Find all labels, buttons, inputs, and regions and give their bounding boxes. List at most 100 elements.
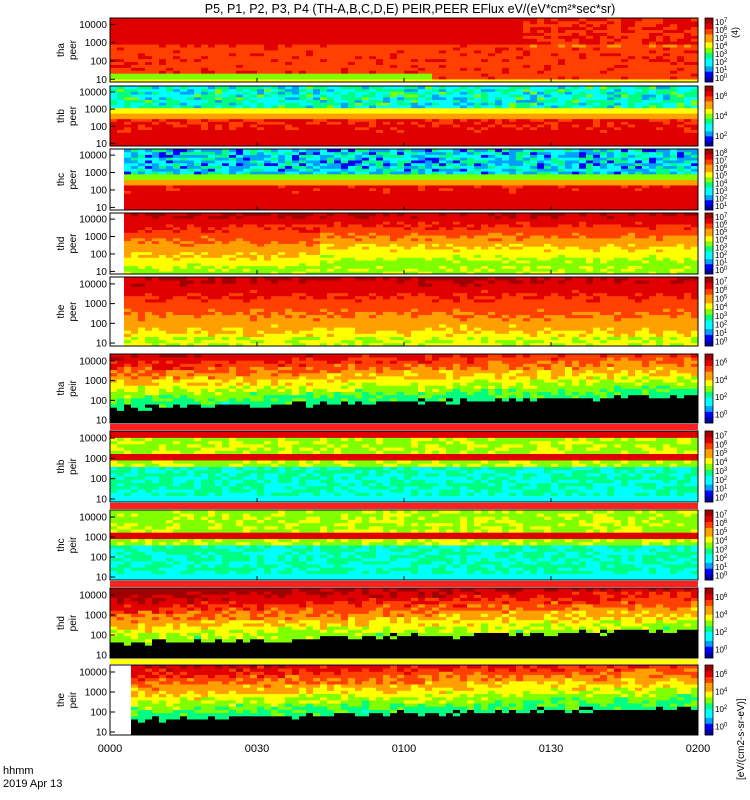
separator-strip xyxy=(110,581,698,587)
spectrogram-panel-tha-peir: 10000 1000 100 10 tha peir 100 102 104 106 xyxy=(56,353,728,427)
y-tick-label: 10 xyxy=(96,573,108,584)
y-tick-label: 100 xyxy=(90,396,107,407)
colorbar-tick-label: 102 xyxy=(715,58,728,67)
colorbar-tick-label: 101 xyxy=(715,202,728,211)
colorbar-tick-label: 106 xyxy=(715,26,728,35)
colorbar-tick-label: 104 xyxy=(715,458,728,467)
spectrogram-panel-thd-peir: 10000 1000 100 10 thd peir 100 102 104 106 xyxy=(56,587,728,662)
separator-strip xyxy=(110,503,698,509)
panel-instrument-label: peir xyxy=(68,457,79,474)
colorbar-tick-label: 105 xyxy=(715,172,728,181)
colorbar-tick-label: 106 xyxy=(715,593,728,602)
colorbar-tick-label: 103 xyxy=(715,243,728,252)
colorbar-tick-label: 104 xyxy=(715,610,728,619)
panel-instrument-label: peer xyxy=(68,39,79,60)
colorbar-tick-label: 104 xyxy=(715,42,728,51)
colorbar-tick-label: 104 xyxy=(715,303,728,312)
panel-probe-label: thd xyxy=(56,237,67,251)
y-tick-label: 1000 xyxy=(85,688,108,699)
panel-probe-label: the xyxy=(56,693,67,707)
y-tick-label: 10 xyxy=(96,339,108,350)
colorbar: 100 102 104 106 xyxy=(704,353,728,424)
separator-strip xyxy=(110,424,698,430)
y-tick-label: 100 xyxy=(90,631,107,642)
colorbar-tick-label: 100 xyxy=(715,266,728,275)
y-tick-label: 10 xyxy=(96,267,108,278)
y-tick-label: 10 xyxy=(96,728,108,739)
panel-probe-label: tha xyxy=(56,381,67,395)
colorbar-tick-label: 103 xyxy=(715,312,728,321)
y-tick-label: 100 xyxy=(90,553,107,564)
y-tick-label: 1000 xyxy=(85,168,108,179)
colorbar: 100 102 104 106 xyxy=(704,587,728,659)
colorbar-tick-label: 106 xyxy=(715,519,728,528)
y-tick-label: 100 xyxy=(90,185,107,196)
colorbar-tick-label: 107 xyxy=(715,277,728,286)
y-tick-label: 1000 xyxy=(85,533,108,544)
colorbar-tick-label: 104 xyxy=(715,112,728,121)
y-tick-label: 100 xyxy=(90,122,107,133)
colorbar-tick-label: 105 xyxy=(715,228,728,237)
y-tick-label: 1000 xyxy=(85,105,108,116)
y-tick-label: 10000 xyxy=(79,513,107,524)
colorbar-tick-label: 100 xyxy=(715,572,728,581)
colorbar: 100 102 104 106 xyxy=(704,664,728,736)
colorbar-tick-label: 107 xyxy=(715,156,728,165)
colorbar-tick-label: 103 xyxy=(715,545,728,554)
colorbar-tick-label: 104 xyxy=(715,537,728,546)
colorbar-tick-label: 100 xyxy=(715,645,728,654)
y-tick-label: 10000 xyxy=(79,591,107,602)
colorbar-tick-label: 102 xyxy=(715,251,728,260)
y-tick-label: 10000 xyxy=(79,88,107,99)
y-tick-label: 1000 xyxy=(85,611,108,622)
panel-instrument-label: peir xyxy=(68,691,79,708)
colorbar-tick-label: 101 xyxy=(715,563,728,572)
y-tick-label: 1000 xyxy=(85,376,108,387)
colorbar-tick-label: 103 xyxy=(715,467,728,476)
colorbar-tick-label: 102 xyxy=(715,628,728,637)
colorbar-tick-label: 101 xyxy=(715,259,728,268)
x-axis-caption: hhmm xyxy=(3,765,34,777)
colorbar-tick-label: 105 xyxy=(715,34,728,43)
colorbar-tick-label: 107 xyxy=(715,431,728,440)
colorbar-tick-label: 102 xyxy=(715,195,728,204)
y-tick-label: 10 xyxy=(96,203,108,214)
colorbar-tick-label: 102 xyxy=(715,476,728,485)
colorbar-tick-label: 103 xyxy=(715,50,728,59)
colorbar: 102 104 106 xyxy=(704,85,728,147)
colorbar-tick-label: 104 xyxy=(715,179,728,188)
panel-instrument-label: peir xyxy=(68,614,79,631)
x-tick-label: 0000 xyxy=(98,743,122,755)
colorbar-tick-label: 106 xyxy=(715,359,728,368)
colorbar-tick-label: 100 xyxy=(715,74,728,83)
colorbar-tick-label: 104 xyxy=(715,376,728,385)
colorbar-tick-label: 105 xyxy=(715,449,728,458)
colorbar-tick-label: 100 xyxy=(715,410,728,419)
colorbar-tick-label: 105 xyxy=(715,528,728,537)
colorbar-tick-label: 106 xyxy=(715,92,728,101)
panel-probe-label: thc xyxy=(56,538,67,551)
y-tick-label: 10000 xyxy=(79,434,107,445)
y-tick-label: 100 xyxy=(90,474,107,485)
colorbar-tick-label: 107 xyxy=(715,18,728,27)
y-tick-label: 10000 xyxy=(79,151,107,162)
y-tick-label: 100 xyxy=(90,56,107,67)
y-tick-label: 10000 xyxy=(79,356,107,367)
colorbar-unit-label: [eV/(cm2-s-sr-eV)] xyxy=(736,698,747,780)
panel-instrument-label: peir xyxy=(68,536,79,553)
y-tick-label: 10000 xyxy=(79,20,107,31)
y-tick-label: 1000 xyxy=(85,38,108,49)
panel-instrument-label: peer xyxy=(68,301,79,322)
y-tick-label: 10000 xyxy=(79,215,107,226)
colorbar-tick-label: 102 xyxy=(715,705,728,714)
